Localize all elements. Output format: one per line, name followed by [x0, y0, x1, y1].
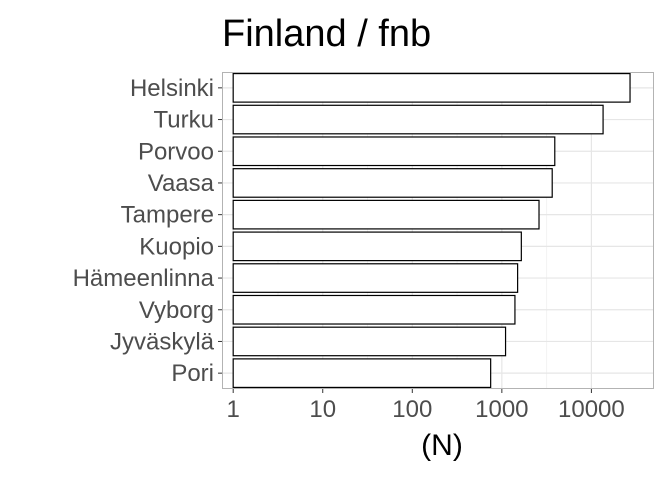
category-label: Tampere: [121, 202, 214, 229]
x-axis-title: (N): [421, 429, 463, 462]
bar-kuopio: [232, 231, 522, 262]
bar-pori: [232, 358, 492, 389]
x-tick-label: 100: [392, 396, 432, 423]
category-label: Pori: [171, 360, 214, 387]
bar-tampere: [232, 199, 540, 230]
bar-porvoo: [232, 136, 556, 167]
category-label: Jyväskylä: [110, 328, 215, 355]
category-labels: Helsinki Turku Porvoo Vaasa Tampere Kuopio Häm…: [73, 75, 222, 387]
bar-jyväskylä: [232, 326, 507, 357]
bar-hämeenlinna: [232, 263, 519, 293]
category-label: Kuopio: [139, 233, 214, 260]
bar-helsinki: [232, 72, 631, 103]
bar-turku: [232, 104, 604, 135]
category-label: Vyborg: [139, 297, 214, 324]
category-label: Turku: [154, 107, 214, 134]
chart-title: Finland / fnb: [222, 13, 431, 55]
x-tick-label: 10: [309, 396, 336, 423]
category-label: Helsinki: [130, 75, 214, 102]
category-label: Hämeenlinna: [73, 265, 215, 292]
x-tick-label: 1000: [475, 396, 528, 423]
x-tick-label: 10000: [558, 396, 625, 423]
bar-vaasa: [232, 168, 553, 198]
x-tick-label: 1: [227, 396, 240, 423]
x-tick-labels: 1 10 100 1000 10000: [227, 389, 625, 423]
bars: [232, 72, 631, 389]
category-label: Porvoo: [138, 138, 214, 165]
category-label: Vaasa: [148, 170, 215, 197]
bar-vyborg: [232, 294, 516, 325]
panel-border: [222, 72, 654, 389]
